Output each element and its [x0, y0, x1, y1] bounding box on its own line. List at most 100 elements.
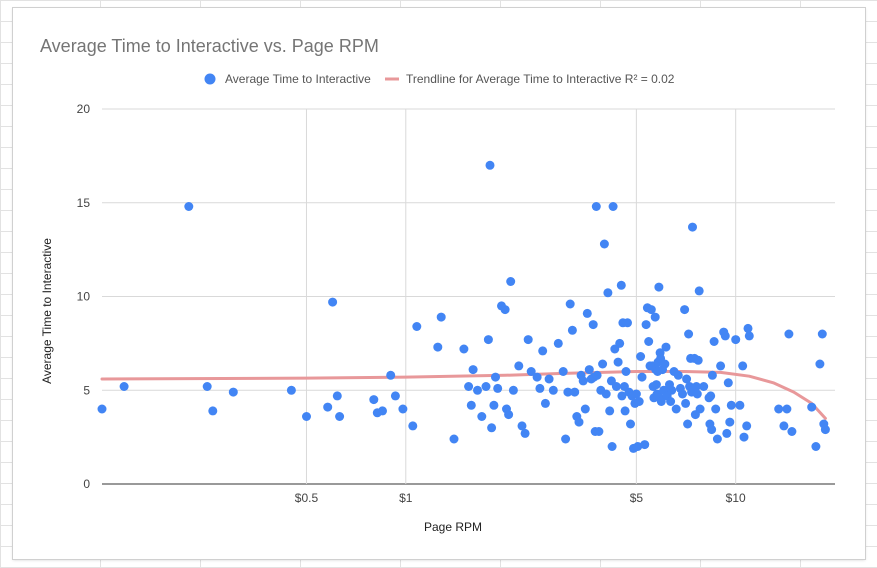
data-point [286, 385, 296, 395]
data-point [535, 383, 545, 393]
data-point [459, 344, 469, 354]
data-point [485, 160, 495, 170]
data-point [526, 367, 536, 376]
data-point [605, 406, 615, 416]
data-point [782, 404, 792, 414]
data-point [202, 382, 212, 391]
data-point [640, 440, 650, 450]
data-point [433, 342, 443, 352]
y-tick-label: 10 [77, 290, 91, 304]
data-point [617, 391, 627, 401]
data-point [517, 421, 527, 431]
data-point [500, 305, 510, 315]
data-point [631, 389, 641, 399]
data-point [328, 297, 338, 307]
data-point [208, 406, 218, 416]
data-point [598, 359, 608, 369]
y-tick-label: 5 [83, 383, 90, 397]
data-point [473, 385, 482, 395]
data-point [695, 404, 705, 414]
data-point [636, 352, 646, 361]
data-point [487, 423, 497, 433]
data-point [398, 404, 408, 414]
x-tick-label: $10 [726, 491, 746, 505]
x-tick-label: $0.5 [295, 491, 319, 505]
data-point [570, 387, 580, 397]
data-point [694, 286, 704, 296]
data-point [735, 400, 745, 410]
data-point [608, 202, 618, 211]
data-point [712, 434, 722, 444]
data-point [544, 374, 554, 384]
data-point [691, 382, 701, 391]
data-point [684, 329, 694, 339]
data-point [523, 335, 533, 345]
data-point [654, 282, 664, 292]
data-point [651, 380, 661, 390]
data-point [784, 329, 794, 339]
data-point [682, 374, 692, 384]
data-point [743, 323, 753, 333]
data-point [711, 404, 721, 414]
data-point [693, 355, 703, 365]
data-point [726, 400, 736, 410]
trendline [100, 370, 827, 420]
data-point [386, 370, 396, 380]
data-point [369, 395, 379, 405]
chart-title: Average Time to Interactive vs. Page RPM [40, 36, 379, 56]
chart-card: Average Time to Interactive vs. Page RPM… [13, 8, 865, 559]
data-point [681, 398, 691, 408]
data-point [637, 372, 647, 382]
data-point [464, 382, 474, 391]
legend-label-trendline: Trendline for Average Time to Interactiv… [406, 72, 675, 86]
chart-svg: Average Time to Interactive vs. Page RPM… [40, 36, 835, 534]
data-point [538, 346, 548, 356]
grid-layer [102, 108, 835, 485]
data-point [558, 367, 568, 376]
data-point [680, 305, 690, 315]
data-point [302, 412, 311, 421]
data-point [578, 376, 588, 386]
data-point [623, 318, 632, 328]
data-point [477, 412, 487, 421]
data-point [742, 421, 752, 431]
data-point [611, 382, 621, 391]
data-point [584, 365, 594, 375]
points-layer [97, 160, 830, 453]
data-point [574, 417, 584, 427]
data-point [626, 419, 635, 429]
data-point [119, 382, 129, 391]
data-point [774, 404, 784, 414]
data-point [731, 335, 741, 345]
data-point [739, 432, 749, 442]
data-point [673, 370, 683, 380]
data-point [666, 397, 676, 406]
data-point [561, 434, 571, 444]
data-point [722, 428, 732, 438]
data-point [592, 370, 602, 380]
x-axis-title: Page RPM [424, 520, 482, 534]
data-point [491, 372, 500, 382]
data-point [683, 419, 693, 429]
data-point [481, 382, 491, 391]
data-point [323, 402, 333, 412]
data-point [723, 378, 733, 388]
data-point [650, 312, 660, 322]
y-axis-title: Average Time to Interactive [40, 238, 54, 384]
data-point [656, 397, 666, 406]
legend: Average Time to Interactive Trendline fo… [204, 72, 675, 86]
y-tick-label: 15 [77, 196, 91, 210]
data-point [720, 331, 730, 341]
data-point [707, 370, 717, 380]
data-point [228, 387, 238, 397]
data-point [641, 320, 651, 330]
data-point [449, 434, 459, 444]
data-point [514, 361, 524, 371]
data-point [548, 385, 558, 395]
data-point [520, 428, 530, 438]
data-point [468, 365, 478, 375]
data-point [621, 367, 631, 376]
data-point [601, 389, 611, 399]
data-point [807, 402, 817, 412]
data-point [483, 335, 493, 345]
